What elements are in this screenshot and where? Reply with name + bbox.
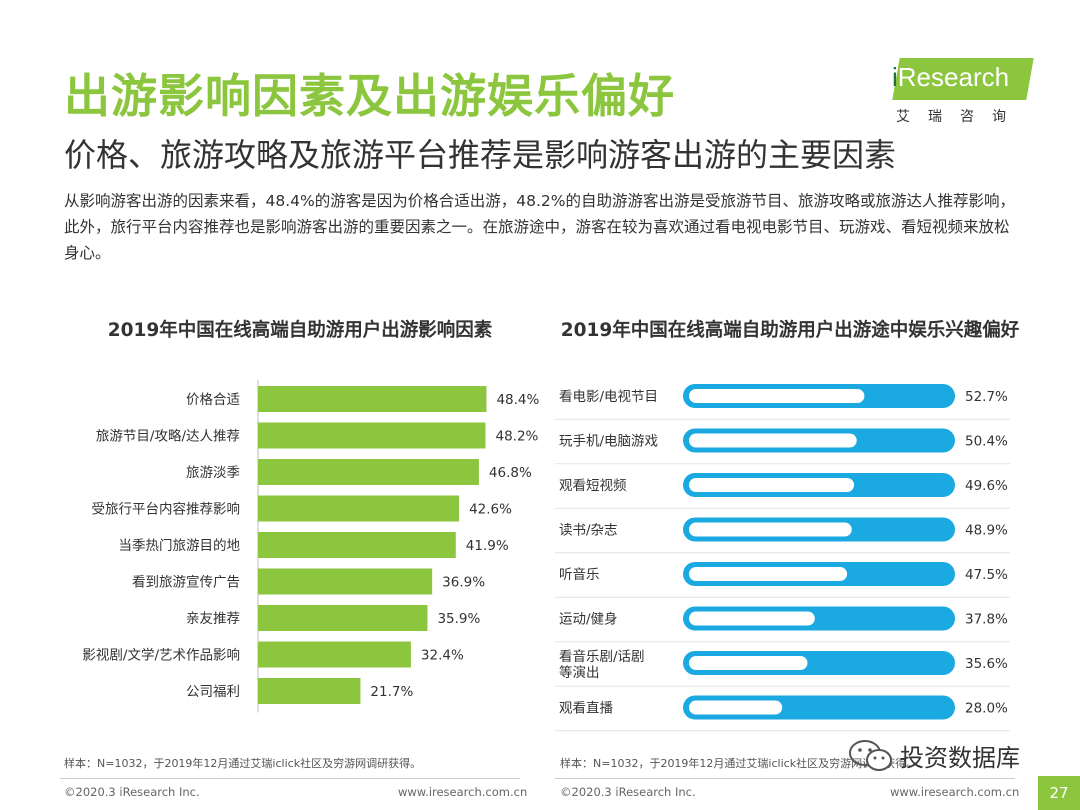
category-label: 旅游淡季 [186, 465, 240, 481]
value-label: 48.2% [496, 429, 539, 445]
value-label: 35.9% [437, 611, 480, 627]
bar [258, 459, 479, 485]
bar [689, 389, 865, 403]
footer-copyright-left: ©2020.3 iResearch Inc. [64, 785, 200, 799]
category-label: 看音乐剧/话剧 [559, 648, 645, 665]
value-label: 48.4% [496, 392, 539, 408]
value-label: 41.9% [466, 538, 509, 554]
intro-paragraph: 从影响游客出游的因素来看，48.4%的游客是因为价格合适出游，48.2%的自助游… [64, 192, 1015, 262]
page-title: 出游影响因素及出游娱乐偏好 [64, 69, 675, 123]
bar [258, 386, 487, 412]
footer-copyright-right: ©2020.3 iResearch Inc. [560, 785, 696, 799]
footer-divider-right [555, 778, 1015, 779]
logo-wordmark: iResearch [892, 62, 1009, 93]
right-sample-note: 样本：N=1032，于2019年12月通过艾瑞iclick社区及穷游网调研获得。 [560, 757, 918, 770]
category-label: 看到旅游宣传广告 [132, 575, 240, 591]
wechat-icon [849, 739, 892, 771]
iresearch-logo: iResearch 艾瑞咨询 [888, 58, 1034, 126]
bar [258, 568, 433, 595]
right-bar-chart: 看电影/电视节目 52.7% 玩手机/电脑游戏 50.4% 观看短视频 49.6% 读书/杂… [555, 384, 1010, 732]
value-label: 47.5% [965, 567, 1008, 583]
bar [689, 700, 783, 715]
category-label: 受旅行平台内容推荐影响 [92, 501, 241, 518]
bar [258, 641, 411, 668]
category-label: 玩手机/电脑游戏 [559, 434, 658, 450]
category-label: 观看短视频 [559, 478, 627, 494]
page-number: 27 [1038, 776, 1080, 810]
bar [689, 433, 857, 448]
value-label: 35.6% [965, 656, 1008, 672]
value-label: 36.9% [442, 575, 485, 591]
left-bar-chart: 价格合适 48.4% 旅游节目/攻略/达人推荐 48.2% 旅游淡季 46.8% 受旅行平台… [82, 380, 540, 713]
bar [689, 611, 815, 626]
right-chart-title: 2019年中国在线高端自助游用户出游途中娱乐兴趣偏好 [560, 320, 1020, 341]
category-label: 读书/杂志 [559, 523, 618, 539]
bar [689, 567, 848, 581]
category-label: 看电影/电视节目 [559, 389, 658, 405]
category-label: 公司福利 [186, 684, 240, 700]
category-label: 观看直播 [559, 701, 613, 717]
value-label: 28.0% [965, 701, 1008, 717]
bar [258, 605, 428, 631]
page-subtitle: 价格、旅游攻略及旅游平台推荐是影响游客出游的主要因素 [64, 136, 897, 174]
footer-url-right: www.iresearch.com.cn [890, 785, 1020, 799]
category-label: 影视剧/文学/艺术作品影响 [82, 648, 240, 664]
logo-i: i [892, 62, 898, 92]
value-label: 32.4% [421, 648, 464, 664]
category-label: 当季热门旅游目的地 [119, 538, 241, 554]
value-label: 21.7% [370, 684, 413, 700]
category-label: 旅游节目/攻略/达人推荐 [96, 429, 240, 445]
bar [689, 522, 852, 537]
left-chart-title: 2019年中国在线高端自助游用户出游影响因素 [107, 320, 493, 341]
watermark-text: 投资数据库 [900, 744, 1020, 772]
bar [258, 678, 361, 704]
bar [258, 495, 460, 522]
value-label: 37.8% [965, 612, 1008, 628]
bar [689, 656, 808, 670]
value-label: 49.6% [965, 478, 1008, 494]
bar [258, 422, 486, 449]
logo-subtitle: 艾瑞咨询 [896, 109, 1024, 125]
category-label: 听音乐 [559, 566, 600, 583]
footer-divider-left [60, 778, 520, 779]
category-label: 价格合适 [186, 392, 240, 408]
category-label: 运动/健身 [559, 612, 618, 628]
value-label: 42.6% [469, 502, 512, 518]
value-label: 46.8% [489, 465, 532, 481]
footer-url-left: www.iresearch.com.cn [398, 785, 528, 799]
bar [258, 532, 456, 558]
bar [689, 478, 855, 492]
category-label: 亲友推荐 [186, 611, 240, 627]
value-label: 52.7% [965, 389, 1008, 405]
wechat-watermark: 投资数据库 [848, 738, 1020, 773]
category-label-cont: 等演出 [559, 664, 600, 681]
value-label: 50.4% [965, 434, 1008, 450]
value-label: 48.9% [965, 523, 1008, 539]
logo-research: Research [897, 62, 1010, 92]
left-sample-note: 样本：N=1032，于2019年12月通过艾瑞iclick社区及穷游网调研获得。 [64, 757, 422, 770]
